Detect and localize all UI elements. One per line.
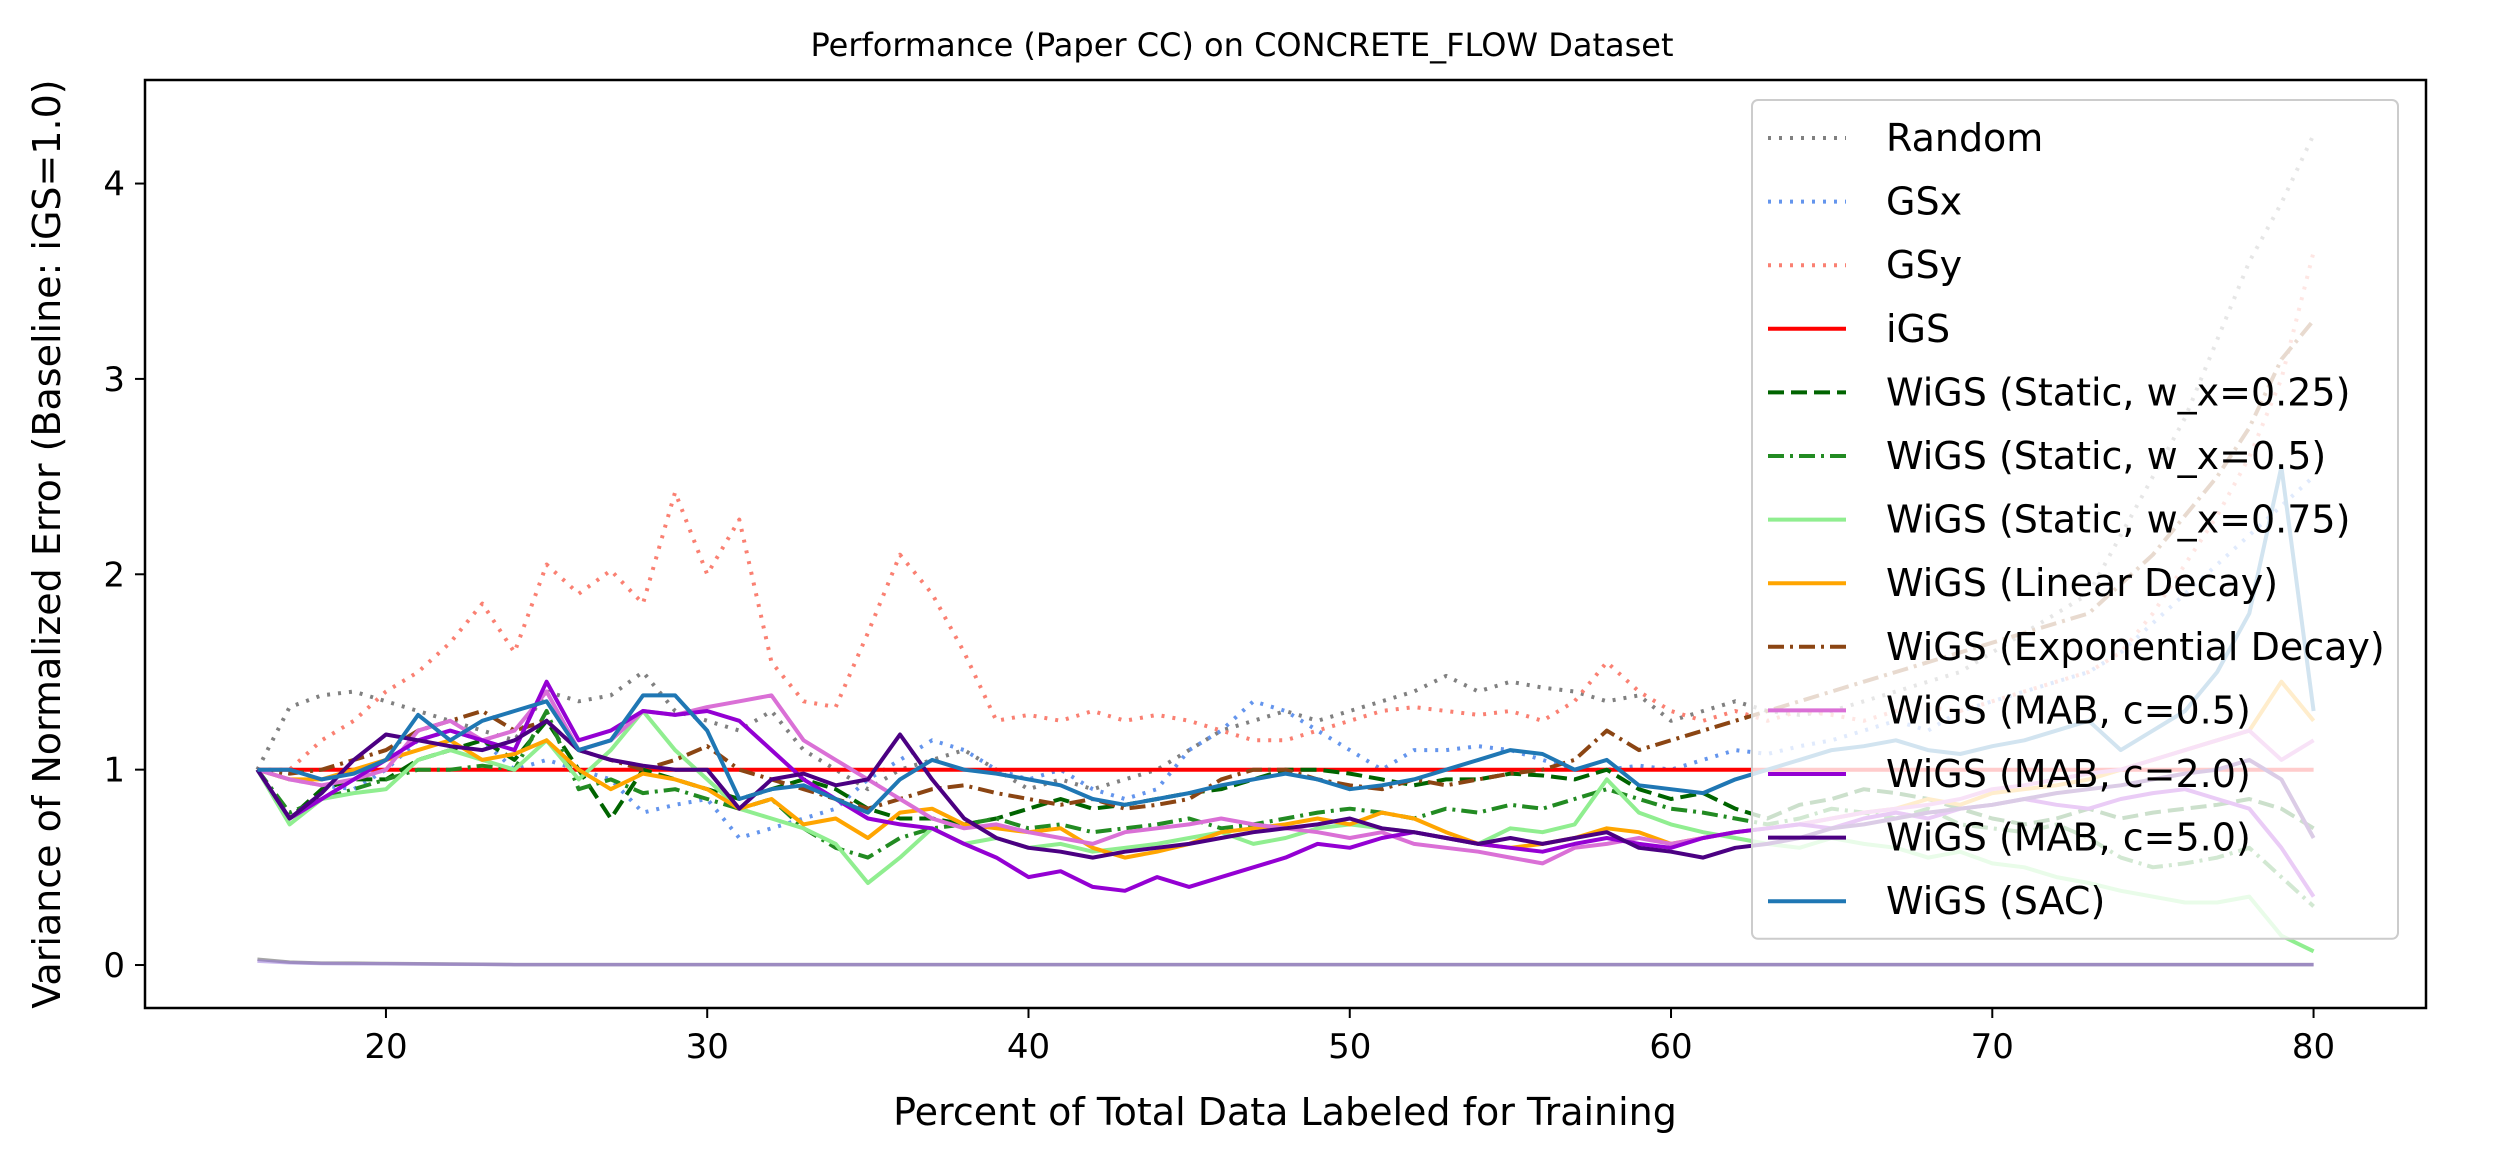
legend-label: WiGS (Exponential Decay) bbox=[1886, 625, 2385, 669]
y-tick-label: 0 bbox=[103, 946, 125, 986]
y-tick-label: 1 bbox=[103, 751, 125, 791]
x-axis: 20 30 40 50 60 70 80 bbox=[364, 1008, 2335, 1067]
legend-label: iGS bbox=[1886, 307, 1950, 351]
legend-label: WiGS (Static, w_x=0.75) bbox=[1886, 498, 2350, 542]
x-tick-label: 20 bbox=[364, 1027, 407, 1067]
x-tick-label: 50 bbox=[1328, 1027, 1371, 1067]
y-axis: 0 1 2 3 4 bbox=[103, 165, 145, 986]
series-line-5 bbox=[255, 709, 2315, 908]
x-axis-label: Percent of Total Data Labeled for Traini… bbox=[893, 1090, 1677, 1134]
legend-box bbox=[1751, 99, 2399, 940]
legend-label: WiGS (MAB, c=5.0) bbox=[1886, 816, 2251, 860]
series-line-0 bbox=[255, 133, 2316, 792]
chart-title: Performance (Paper CC) on CONCRETE_FLOW … bbox=[810, 26, 1673, 64]
legend-label: GSx bbox=[1886, 180, 1962, 224]
legend-label: WiGS (MAB, c=2.0) bbox=[1886, 752, 2251, 796]
legend-label: WiGS (MAB, c=0.5) bbox=[1886, 688, 2251, 732]
x-tick-label: 80 bbox=[2292, 1027, 2335, 1067]
y-tick-label: 2 bbox=[103, 555, 125, 595]
legend-label: WiGS (Linear Decay) bbox=[1886, 561, 2278, 605]
legend-label: Random bbox=[1886, 116, 2043, 160]
legend-label: WiGS (Static, w_x=0.25) bbox=[1886, 370, 2350, 414]
y-axis-label: Variance of Normalized Error (Baseline: … bbox=[25, 79, 69, 1008]
legend-label: GSy bbox=[1886, 243, 1962, 287]
y-tick-label: 4 bbox=[103, 165, 125, 205]
legend-label: WiGS (SAC) bbox=[1886, 879, 2105, 923]
plot-frame bbox=[143, 78, 2428, 1010]
x-tick-label: 40 bbox=[1007, 1027, 1050, 1067]
y-tick-label: 3 bbox=[103, 360, 125, 400]
x-tick-label: 60 bbox=[1649, 1027, 1692, 1067]
legend: Random GSx GSy iGS WiGS (Static, w_x=0.25) Wi… bbox=[1751, 99, 2399, 940]
x-tick-label: 30 bbox=[686, 1027, 729, 1067]
legend-label: WiGS (Static, w_x=0.5) bbox=[1886, 434, 2326, 478]
baseline-band-line bbox=[257, 959, 2314, 967]
x-tick-label: 70 bbox=[1971, 1027, 2014, 1067]
